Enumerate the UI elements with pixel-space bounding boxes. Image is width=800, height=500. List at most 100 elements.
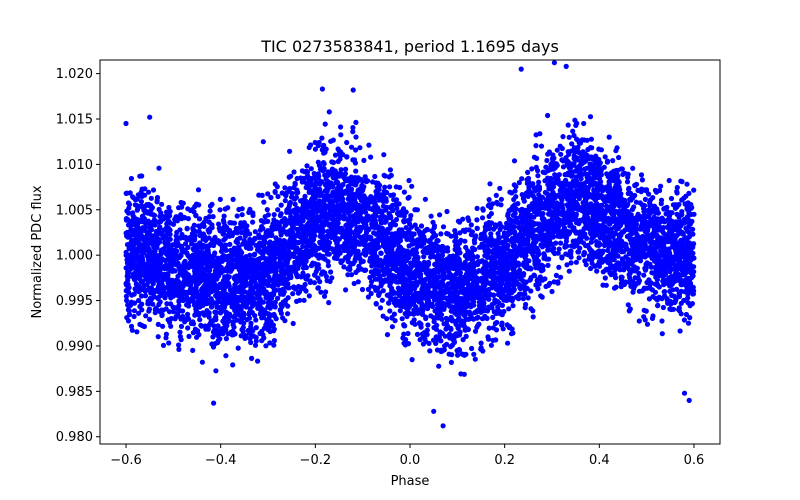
data-point [186,333,192,339]
data-point [685,295,691,301]
data-point [213,368,219,374]
data-point [585,146,591,153]
data-point [444,245,451,251]
data-point [304,163,310,169]
data-point [560,206,566,213]
data-point [380,313,386,319]
data-point [560,164,567,170]
data-point [404,313,410,320]
data-point [435,269,441,275]
data-point [430,219,436,225]
data-point [505,340,511,346]
data-point [534,197,540,203]
data-point [573,259,580,265]
data-point [493,260,499,266]
data-point [227,220,233,226]
data-point [630,279,636,285]
data-point [565,149,571,155]
data-point [480,267,486,273]
data-point [417,337,423,343]
data-point [650,294,656,300]
data-point [474,217,480,223]
data-point [351,280,357,287]
data-point [570,128,576,134]
data-point [574,157,580,163]
data-point [613,223,619,230]
data-point [468,232,474,238]
data-point [230,362,236,368]
data-point [629,206,636,212]
data-point [550,234,556,240]
data-point [131,308,137,314]
data-point [210,344,217,350]
data-point [283,193,289,199]
data-point [648,250,654,256]
data-point [520,278,526,284]
data-point [427,279,433,285]
data-point [128,175,134,182]
data-point [177,334,183,340]
data-point [582,258,588,264]
data-point [126,308,132,314]
data-point [159,201,165,207]
data-point [422,329,428,336]
data-point [294,175,300,182]
data-point [440,224,447,230]
data-point [321,161,327,167]
data-point [530,308,536,314]
data-point [252,342,259,348]
data-point [507,189,513,195]
data-point [463,333,469,339]
data-point [123,249,129,255]
data-point [519,176,525,182]
data-point [549,288,555,295]
data-point [540,169,546,175]
data-point [123,265,129,271]
data-point [301,297,307,303]
data-point [493,192,499,198]
data-point [248,320,254,326]
data-point [146,308,152,314]
data-point [679,179,685,185]
data-point [631,264,637,270]
data-point [275,295,281,301]
data-point [681,317,688,323]
data-point [497,185,503,191]
data-point [641,209,647,215]
data-point [636,318,642,324]
data-point [207,208,213,214]
data-point [516,180,522,186]
data-point [168,323,174,329]
data-point [428,213,434,219]
data-point [679,229,685,235]
data-point [455,352,461,358]
data-point [142,293,149,299]
data-point [177,329,183,335]
data-point [158,219,164,225]
data-point [274,246,280,252]
data-point [268,194,274,201]
data-point [253,325,259,331]
data-point [267,340,273,346]
data-point [667,268,673,275]
data-point [227,287,234,293]
data-point [678,300,684,306]
data-point [479,316,486,322]
data-point [588,265,594,272]
data-point [422,336,428,342]
data-point [250,219,256,225]
data-point [393,216,400,223]
data-point [493,337,499,343]
data-point [353,147,359,153]
data-point [214,286,220,292]
data-point [301,175,307,181]
data-point [649,287,656,293]
data-point [427,348,433,354]
data-point [227,241,233,247]
chart-title: TIC 0273583841, period 1.1695 days [260,37,559,56]
data-points [123,60,697,429]
data-point [431,319,437,325]
data-point [147,316,153,322]
data-point [458,237,464,243]
data-point [497,221,503,227]
